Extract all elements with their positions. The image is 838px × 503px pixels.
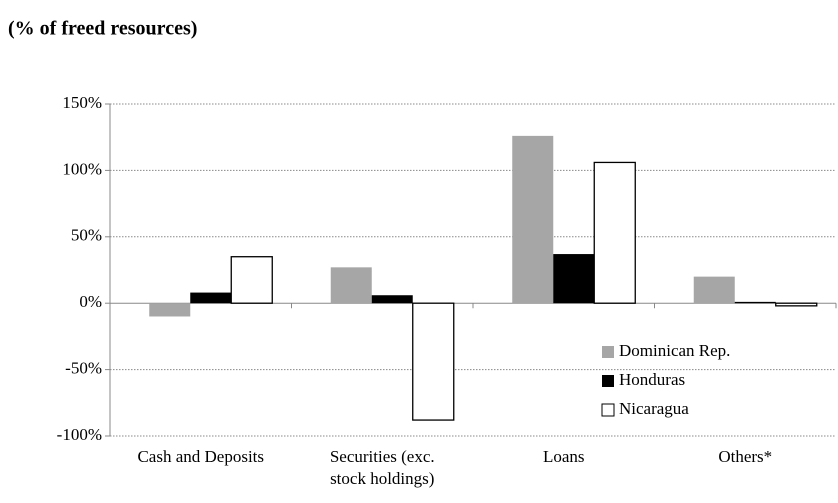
y-tick-label: 0% — [79, 292, 102, 311]
bar — [553, 254, 595, 304]
y-tick-label: 150% — [62, 93, 102, 112]
bar — [734, 301, 776, 304]
legend-swatch — [601, 403, 615, 417]
legend-swatch — [602, 346, 614, 358]
chart-title: (% of freed resources) — [8, 18, 197, 40]
y-tick-label: 50% — [71, 226, 102, 245]
y-tick-label: -50% — [65, 359, 102, 378]
bar — [412, 302, 455, 421]
bar — [149, 303, 191, 317]
y-tick-label: -100% — [57, 425, 102, 444]
x-tick-label: Others* — [718, 447, 772, 466]
bar — [190, 292, 232, 304]
bar — [512, 135, 554, 304]
bar — [693, 276, 735, 304]
x-tick-label: Loans — [543, 447, 585, 466]
bar — [230, 256, 273, 304]
bar — [330, 267, 372, 304]
legend-swatch — [602, 375, 614, 387]
bar — [775, 302, 818, 307]
bar — [371, 295, 413, 304]
legend-label: Nicaragua — [619, 399, 689, 418]
y-tick-label: 100% — [62, 159, 102, 178]
x-tick-label: Cash and Deposits — [137, 447, 264, 466]
bar — [593, 161, 636, 304]
legend-label: Dominican Rep. — [619, 341, 730, 360]
x-tick-label: Securities (exc. stock holdings) — [330, 447, 435, 488]
legend-label: Honduras — [619, 370, 685, 389]
